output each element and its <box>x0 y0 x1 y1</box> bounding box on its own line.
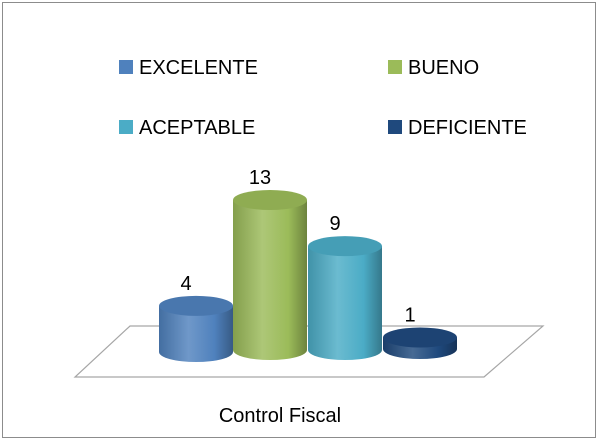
data-label-aceptable: 9 <box>329 213 340 235</box>
legend-label-bueno: BUENO <box>408 57 479 79</box>
bar-top-aceptable <box>308 236 382 257</box>
bar-deficiente <box>383 327 457 359</box>
bar-top-excelente <box>159 295 233 316</box>
bar-top-bueno <box>233 190 307 210</box>
data-label-excelente: 4 <box>180 273 191 295</box>
bars <box>159 190 457 362</box>
x-axis-category-label: Control Fiscal <box>219 405 341 427</box>
bar-bueno <box>233 190 307 360</box>
bar-aceptable <box>308 236 382 360</box>
data-labels: 4 13 9 1 <box>180 167 415 326</box>
data-label-bueno: 13 <box>249 167 271 189</box>
data-label-deficiente: 1 <box>404 304 415 326</box>
legend-swatch-bueno <box>388 60 402 74</box>
legend-swatch-deficiente <box>388 120 402 134</box>
legend-label-aceptable: ACEPTABLE <box>139 117 255 139</box>
legend-swatch-aceptable <box>119 120 133 134</box>
bar-top-deficiente <box>383 327 457 348</box>
legend-label-excelente: EXCELENTE <box>139 57 258 79</box>
bar-body-excelente <box>159 305 233 362</box>
bar-body-bueno <box>233 200 307 360</box>
legend: EXCELENTE BUENO ACEPTABLE DEFICIENTE <box>119 57 527 139</box>
bar-excelente <box>159 295 233 362</box>
bar-body-aceptable <box>308 246 382 360</box>
legend-swatch-excelente <box>119 60 133 74</box>
legend-label-deficiente: DEFICIENTE <box>408 117 527 139</box>
